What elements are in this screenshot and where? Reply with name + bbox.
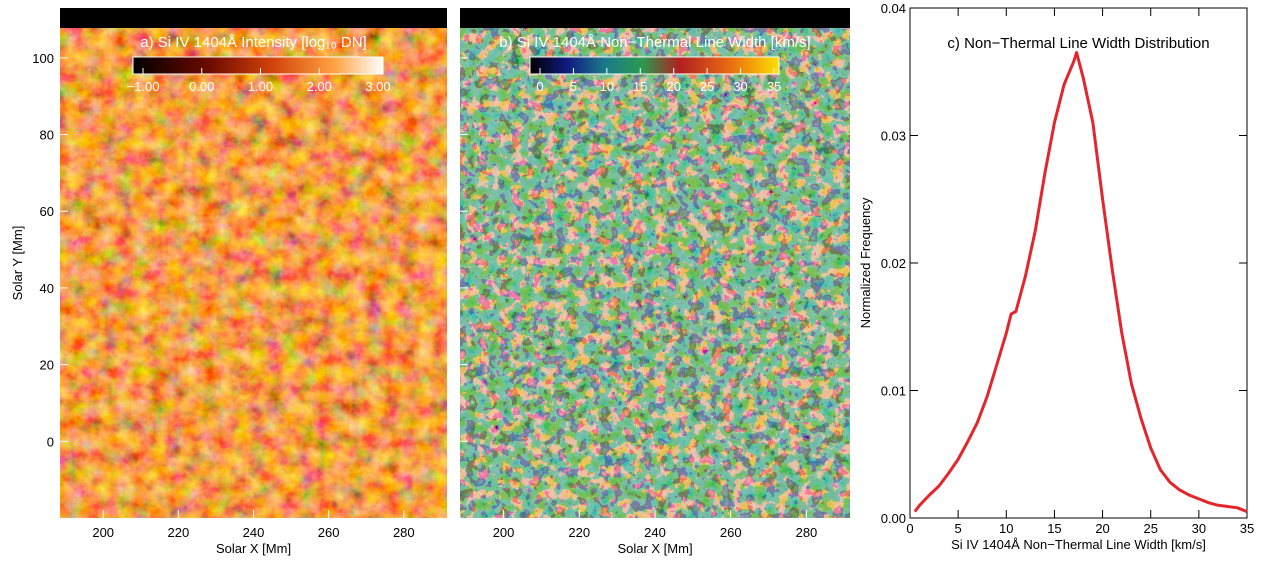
x-tick-label: 200 — [92, 525, 114, 540]
y-tick-label: 0.02 — [881, 256, 906, 271]
panel-title: b) Si IV 1404Å Non−Thermal Line Width [k… — [499, 34, 810, 51]
x-tick-label: 240 — [644, 525, 666, 540]
y-tick-label: 20 — [40, 358, 54, 373]
x-tick-label: 200 — [493, 525, 515, 540]
colorbar-tick-label: 5 — [570, 79, 577, 94]
colorbar-tick-label: 3.00 — [365, 79, 390, 94]
image-top-strip — [60, 8, 447, 28]
colorbar-tick-label: 35 — [767, 79, 781, 94]
x-tick-label: 240 — [243, 525, 265, 540]
y-tick-label: 0.04 — [881, 1, 906, 16]
colorbar-tick-label: 0 — [536, 79, 543, 94]
colorbar-tick-label: 2.00 — [307, 79, 332, 94]
plot-frame — [909, 7, 1248, 519]
colorbar-tick-label: 10 — [600, 79, 614, 94]
x-tick-label: 260 — [720, 525, 742, 540]
panel-title: a) Si IV 1404Å Intensity [log₁₀ DN] — [140, 34, 366, 51]
x-tick-label: 280 — [796, 525, 818, 540]
x-tick-label: 20 — [1095, 521, 1109, 536]
image-top-strip — [460, 8, 850, 28]
colorbar — [132, 56, 384, 75]
colorbar-tick-label: 0.00 — [189, 79, 214, 94]
x-tick-label: 220 — [568, 525, 590, 540]
y-tick-label: 80 — [40, 128, 54, 143]
x-axis-label: Si IV 1404Å Non−Thermal Line Width [km/s… — [951, 537, 1206, 552]
x-tick-label: 260 — [318, 525, 340, 540]
colorbar — [529, 56, 780, 75]
x-tick-label: 25 — [1143, 521, 1157, 536]
y-tick-label: 60 — [40, 204, 54, 219]
y-tick-label: 0.00 — [881, 511, 906, 526]
y-tick-label: 40 — [40, 281, 54, 296]
x-axis-label: Solar X [Mm] — [216, 541, 291, 556]
y-axis-label: Solar Y [Mm] — [10, 226, 25, 301]
y-tick-label: 0.01 — [881, 384, 906, 399]
distribution-line — [913, 51, 1248, 513]
colorbar-tick-label: 1.00 — [248, 79, 273, 94]
y-axis-label: Normalized Frequency — [858, 197, 873, 328]
y-tick-label: 0 — [47, 434, 54, 449]
x-tick-label: 10 — [999, 521, 1013, 536]
colorbar-tick-label: −1.00 — [127, 79, 160, 94]
colorbar-tick-label: 25 — [700, 79, 714, 94]
colorbar-tick-label: 15 — [633, 79, 647, 94]
x-tick-label: 5 — [955, 521, 962, 536]
colorbar-tick-label: 20 — [666, 79, 680, 94]
x-tick-label: 30 — [1192, 521, 1206, 536]
image-map — [460, 8, 850, 518]
x-tick-label: 280 — [393, 525, 415, 540]
x-tick-label: 15 — [1047, 521, 1061, 536]
x-axis-label: Solar X [Mm] — [617, 541, 692, 556]
x-tick-label: 35 — [1240, 521, 1254, 536]
y-tick-label: 100 — [32, 51, 54, 66]
image-map — [60, 8, 447, 518]
x-tick-label: 220 — [168, 525, 190, 540]
panel-title: c) Non−Thermal Line Width Distribution — [947, 35, 1209, 52]
y-tick-label: 0.03 — [881, 129, 906, 144]
colorbar-tick-label: 30 — [733, 79, 747, 94]
x-tick-label: 0 — [906, 521, 913, 536]
